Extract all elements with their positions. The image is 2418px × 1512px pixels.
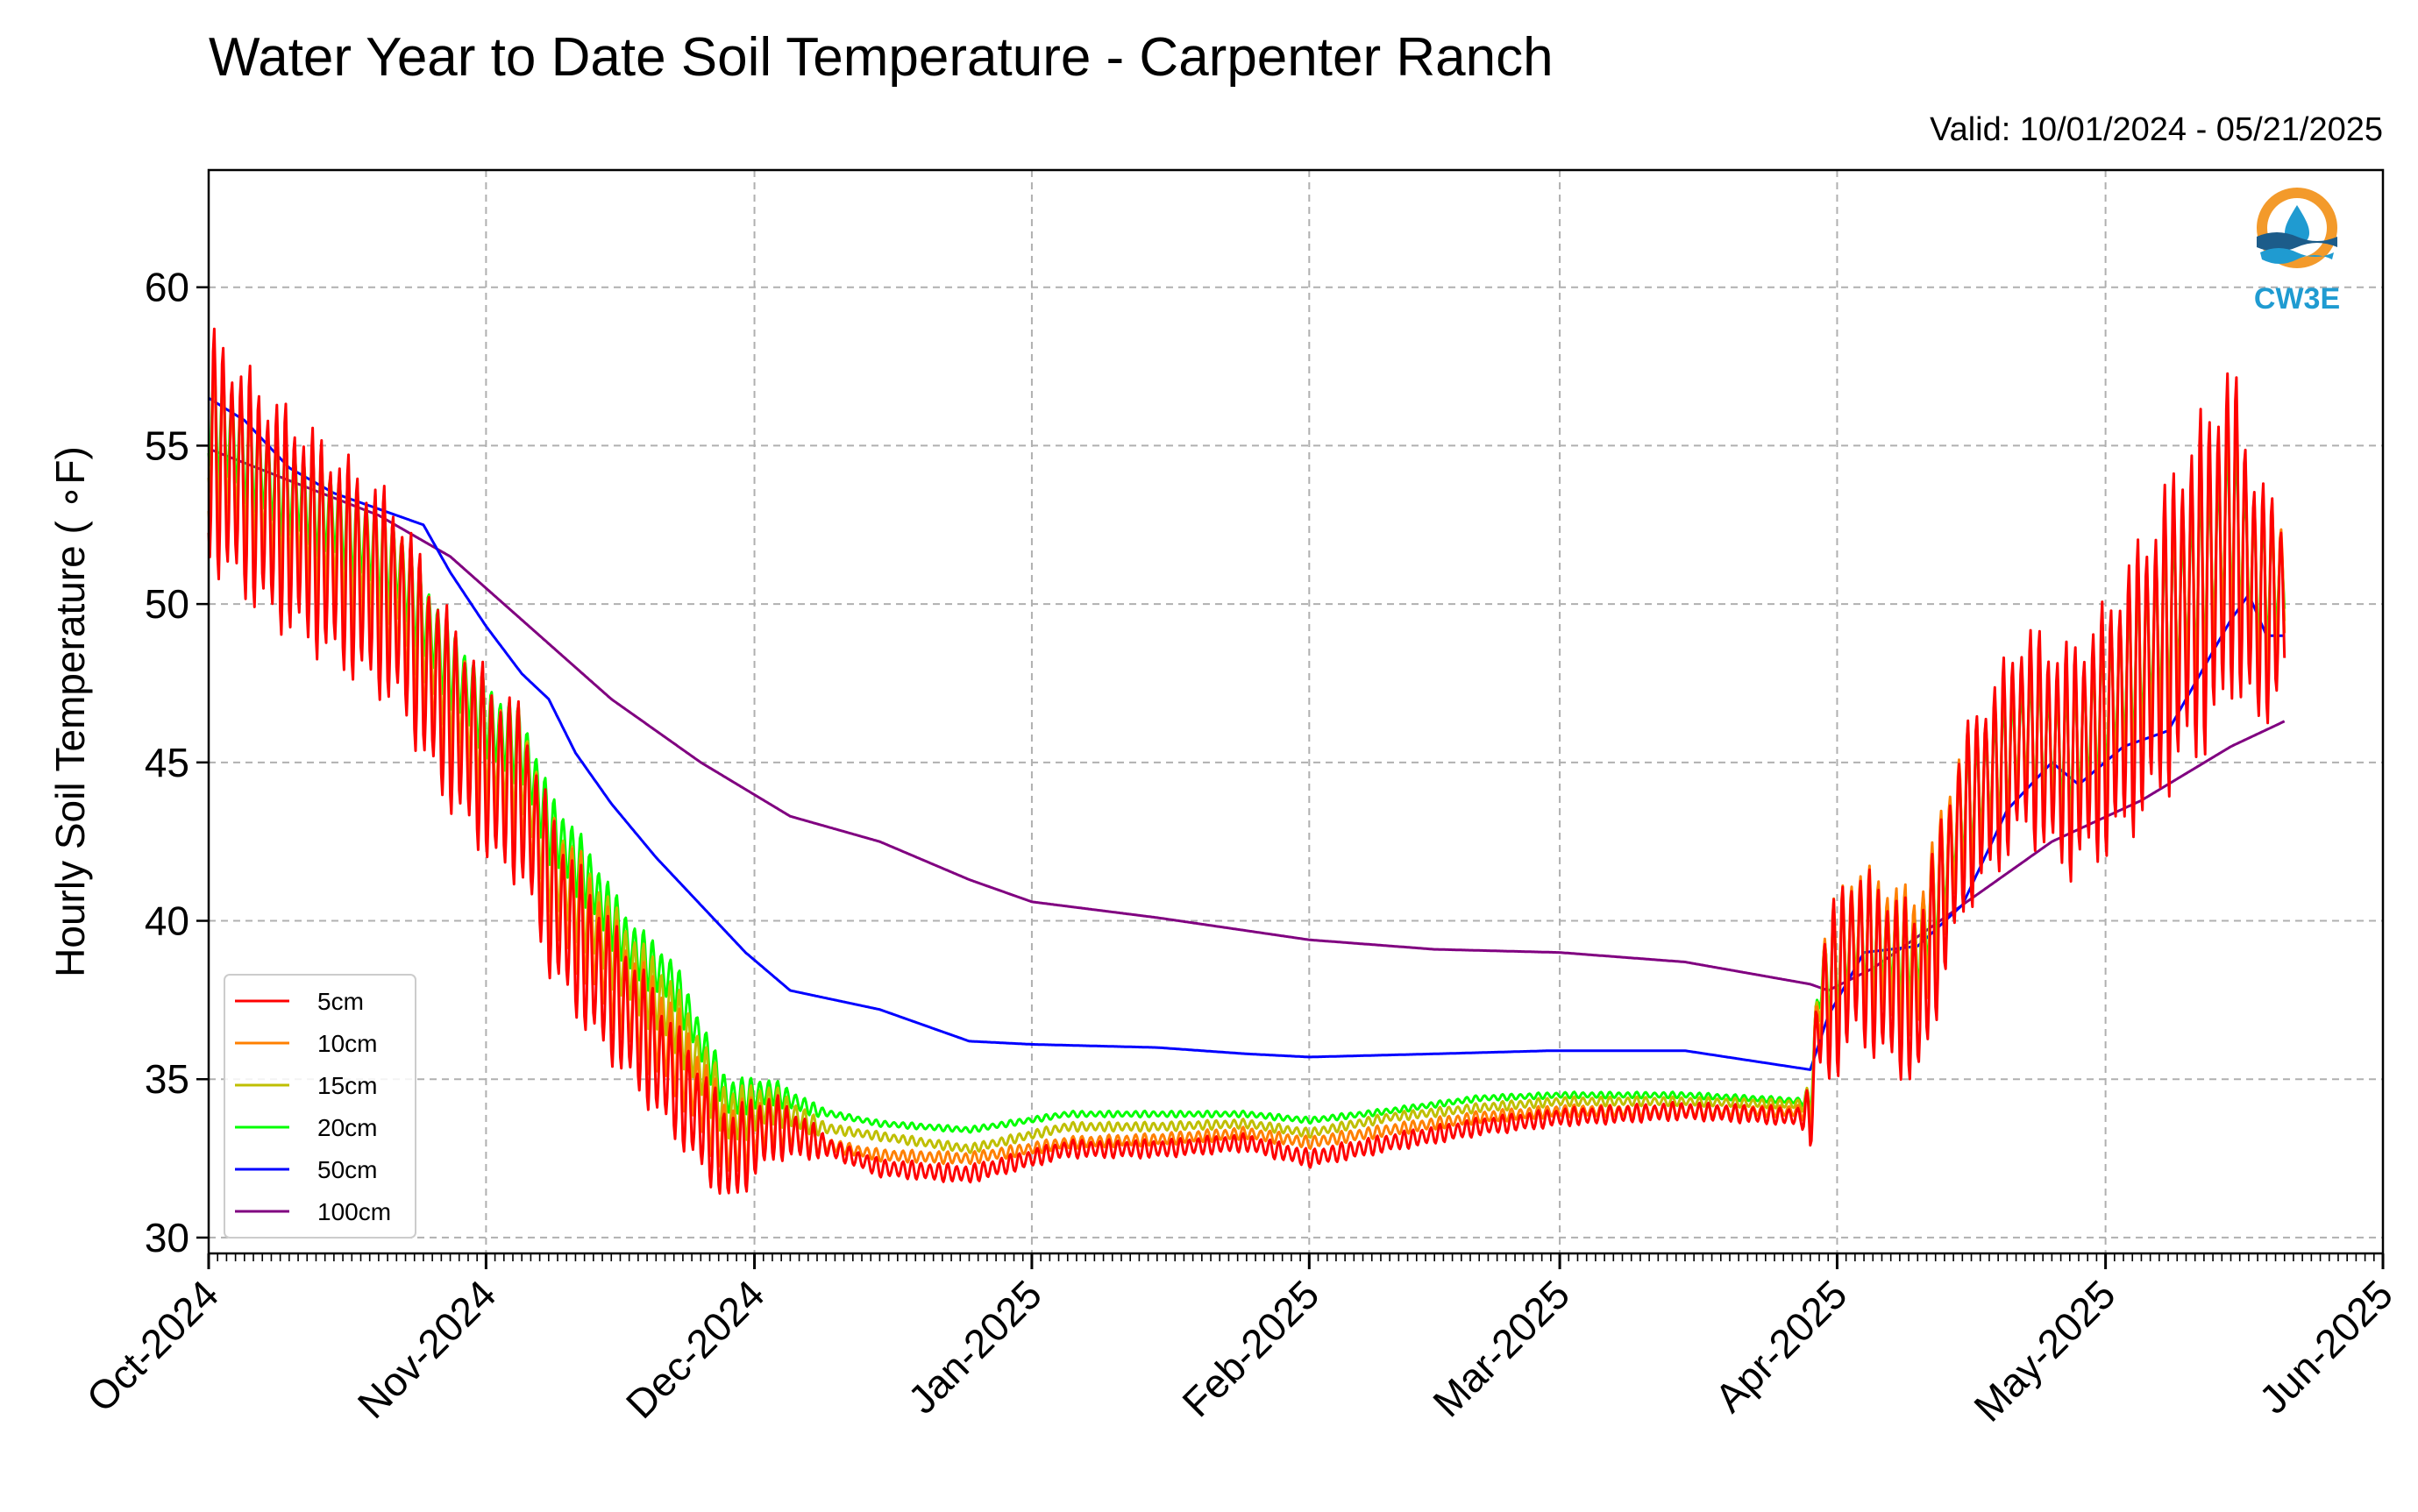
y-tick-label: 50 (145, 581, 189, 627)
y-axis-label: Hourly Soil Temperature ( ∘F) (47, 446, 93, 977)
x-tick-label: Jun-2025 (2251, 1271, 2401, 1422)
legend: 5cm 10cm 15cm 20cm 50cm 100cm (224, 974, 416, 1239)
legend-label-15cm: 15cm (317, 1072, 377, 1099)
x-axis: Oct-2024 Nov-2024 Dec-2024 Jan-2025 Feb-2025… (78, 1253, 2401, 1430)
series-line-5cm (207, 327, 2286, 1196)
plot-frame (207, 168, 2385, 1255)
y-tick-label: 60 (145, 265, 189, 310)
legend-label-50cm: 50cm (317, 1156, 377, 1183)
y-tick-label: 35 (145, 1056, 189, 1102)
x-tick-label: Dec-2024 (617, 1271, 773, 1427)
x-tick-label: May-2025 (1965, 1271, 2123, 1430)
chart-subtitle: Valid: 10/01/2024 - 05/21/2025 (1930, 111, 2383, 148)
y-axis: 30 35 40 45 50 55 60 (145, 265, 209, 1260)
x-tick-label: Feb-2025 (1173, 1271, 1327, 1425)
legend-box (224, 974, 416, 1239)
legend-label-10cm: 10cm (317, 1030, 377, 1057)
x-tick-label: Apr-2025 (1706, 1271, 1856, 1421)
wave-icon (2257, 232, 2337, 252)
y-tick-label: 55 (145, 422, 189, 468)
x-tick-label: Nov-2024 (349, 1271, 505, 1427)
y-tick-label: 30 (145, 1215, 189, 1260)
legend-label-20cm: 20cm (317, 1114, 377, 1141)
wave-icon-lower (2260, 248, 2334, 264)
series-layer (207, 327, 2286, 1196)
legend-label-100cm: 100cm (317, 1198, 391, 1225)
x-tick-label: Jan-2025 (900, 1271, 1050, 1422)
logo-label: CW3E (2254, 282, 2340, 316)
y-tick-label: 45 (145, 740, 189, 785)
x-tick-label: Mar-2025 (1424, 1271, 1578, 1425)
cw3e-logo: CW3E (2254, 188, 2340, 316)
y-tick-label: 40 (145, 898, 189, 944)
chart-title: Water Year to Date Soil Temperature - Ca… (209, 27, 1554, 88)
x-tick-label: Oct-2024 (78, 1271, 228, 1421)
legend-label-5cm: 5cm (317, 988, 364, 1015)
